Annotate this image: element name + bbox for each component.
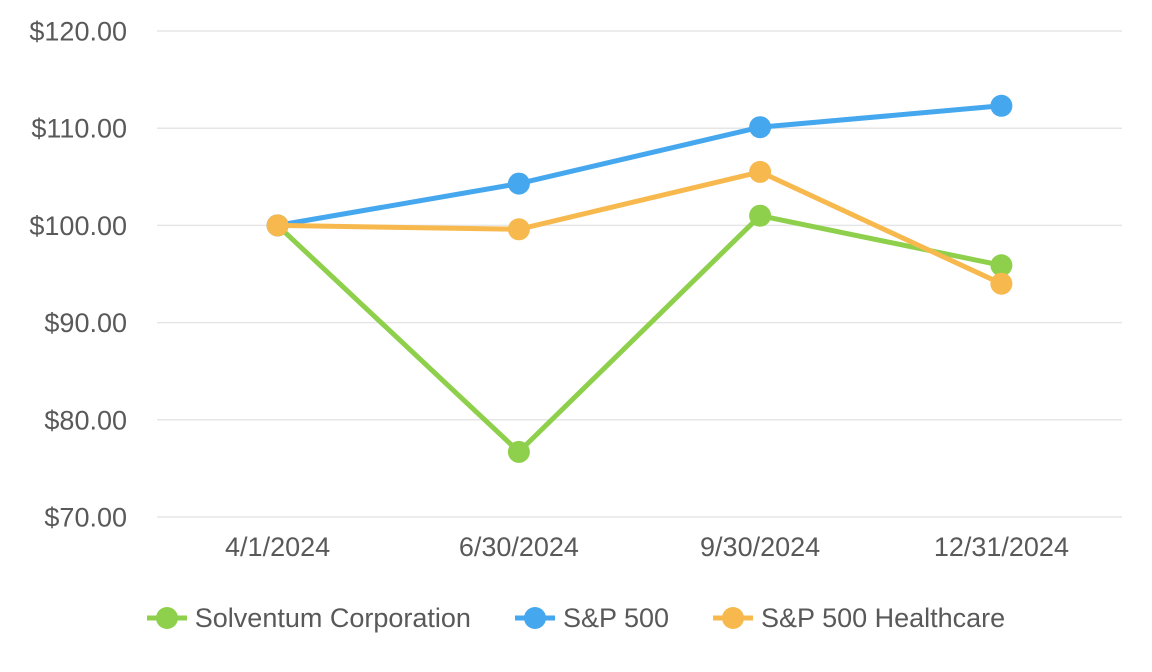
y-axis-tick-label: $90.00	[44, 308, 127, 338]
data-point-marker	[990, 254, 1013, 277]
legend-label: Solventum Corporation	[194, 602, 471, 633]
x-axis-tick-label: 4/1/2024	[225, 532, 330, 562]
legend-line-marker-icon	[146, 607, 187, 629]
data-point-marker	[990, 272, 1013, 295]
y-axis-tick-label: $100.00	[29, 211, 127, 241]
legend-line-marker-icon	[713, 607, 754, 629]
y-axis-tick-label: $70.00	[44, 503, 127, 533]
data-point-marker	[507, 172, 530, 195]
data-point-marker	[507, 440, 530, 463]
y-axis-tick-label: $120.00	[29, 17, 127, 47]
series-line	[275, 213, 1002, 455]
series-line	[277, 103, 1002, 228]
y-axis-tick-label: $110.00	[31, 114, 127, 144]
plot-svg: $120.00 $110.00 $100.00 $90.00 $80.00 $70.00 4…	[29, 17, 1122, 562]
legend-line-marker-icon	[514, 607, 555, 629]
legend-item: Solventum Corporation	[146, 602, 471, 634]
data-point-marker	[749, 116, 772, 139]
legend-label: S&P 500 Healthcare	[761, 602, 1006, 633]
data-point-marker	[507, 218, 530, 241]
x-axis-tick-label: 6/30/2024	[459, 532, 579, 562]
data-point-marker	[990, 94, 1013, 117]
data-point-marker	[749, 160, 772, 183]
legend-item: S&P 500 Healthcare	[713, 603, 1005, 634]
chart-legend: Solventum Corporation S&P 500 S&P 500 He…	[0, 596, 1152, 640]
series-line	[277, 169, 1003, 286]
x-axis-tick-label: 12/31/2024	[934, 532, 1069, 562]
y-axis-tick-label: $80.00	[44, 405, 127, 435]
x-axis-tick-label: 9/30/2024	[700, 532, 820, 562]
legend-label: S&P 500	[562, 602, 670, 633]
legend-item: S&P 500	[514, 602, 670, 634]
data-point-marker	[266, 214, 289, 237]
data-point-marker	[749, 204, 772, 227]
